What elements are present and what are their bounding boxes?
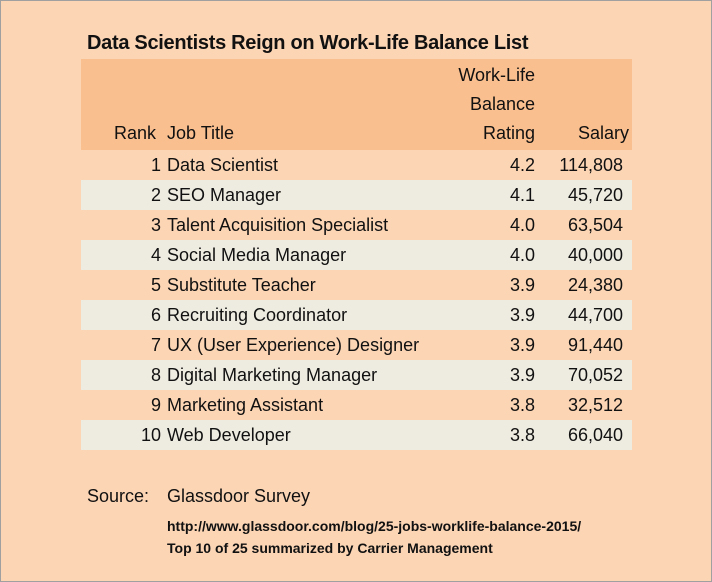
table-row: 5 Substitute Teacher 3.9 24,380 [81,270,632,300]
header-salary: Salary [577,123,629,143]
salary-cell: 24,380 [567,275,623,295]
source: Source: Glassdoor Survey [87,486,310,507]
job-title-cell: Talent Acquisition Specialist [167,215,389,235]
rating-cell: 4.1 [509,185,535,205]
source-label: Source: [87,486,150,506]
salary-cell: 91,440 [567,335,623,355]
table-header: Rank Job Title Work-Life Balance Rating … [81,59,632,150]
rating-cell: 3.8 [509,395,535,415]
rank-cell: 8 [150,365,161,385]
table-row: 8 Digital Marketing Manager 3.9 70,052 [81,360,632,390]
table-row: 4 Social Media Manager 4.0 40,000 [81,240,632,270]
job-title-cell: Marketing Assistant [167,395,324,415]
source-url: http://www.glassdoor.com/blog/25-jobs-wo… [167,518,582,534]
rating-cell: 3.8 [509,425,535,445]
rank-cell: 9 [150,395,161,415]
rank-cell: 2 [150,185,161,205]
source-note: Top 10 of 25 summarized by Carrier Manag… [167,540,493,556]
table-row: 6 Recruiting Coordinator 3.9 44,700 [81,300,632,330]
rank-cell: 6 [150,305,161,325]
source-value: Glassdoor Survey [167,486,311,506]
rating-cell: 3.9 [509,335,535,355]
job-title-cell: Data Scientist [167,155,279,175]
table-row: 10 Web Developer 3.8 66,040 [81,420,632,450]
rating-cell: 4.2 [509,155,535,175]
rank-cell: 5 [150,275,161,295]
job-title-cell: UX (User Experience) Designer [167,335,420,355]
table-row: 1 Data Scientist 4.2 114,808 [81,150,632,180]
rank-cell: 3 [150,215,161,235]
header-rating-line1: Work-Life [458,65,535,85]
rank-cell: 1 [150,155,161,175]
table-row: 3 Talent Acquisition Specialist 4.0 63,504 [81,210,632,240]
rating-cell: 3.9 [509,365,535,385]
job-title-cell: Digital Marketing Manager [167,365,378,385]
rankings-table: Rank Job Title Work-Life Balance Rating … [81,59,632,450]
job-title-cell: SEO Manager [167,185,282,205]
rank-cell: 4 [150,245,161,265]
job-title-cell: Social Media Manager [167,245,347,265]
header-job-title: Job Title [167,123,235,143]
salary-cell: 32,512 [567,395,623,415]
table-row: 2 SEO Manager 4.1 45,720 [81,180,632,210]
job-title-cell: Recruiting Coordinator [167,305,348,325]
job-title-cell: Web Developer [167,425,291,445]
salary-cell: 63,504 [567,215,623,235]
job-title-cell: Substitute Teacher [167,275,316,295]
salary-cell: 40,000 [567,245,623,265]
rating-cell: 3.9 [509,305,535,325]
rank-cell: 7 [150,335,161,355]
rating-cell: 4.0 [509,215,535,235]
rank-cell: 10 [140,425,161,445]
salary-cell: 70,052 [567,365,623,385]
salary-cell: 66,040 [567,425,623,445]
salary-cell: 45,720 [567,185,623,205]
rating-cell: 4.0 [509,245,535,265]
header-rating-line2: Balance [469,94,535,114]
header-rating-line3: Rating [482,123,535,143]
page-title: Data Scientists Reign on Work-Life Balan… [87,32,529,54]
rating-cell: 3.9 [509,275,535,295]
salary-cell: 114,808 [559,155,623,175]
table-row: 9 Marketing Assistant 3.8 32,512 [81,390,632,420]
salary-cell: 44,700 [567,305,623,325]
header-rank: Rank [114,123,157,143]
table-row: 7 UX (User Experience) Designer 3.9 91,440 [81,330,632,360]
